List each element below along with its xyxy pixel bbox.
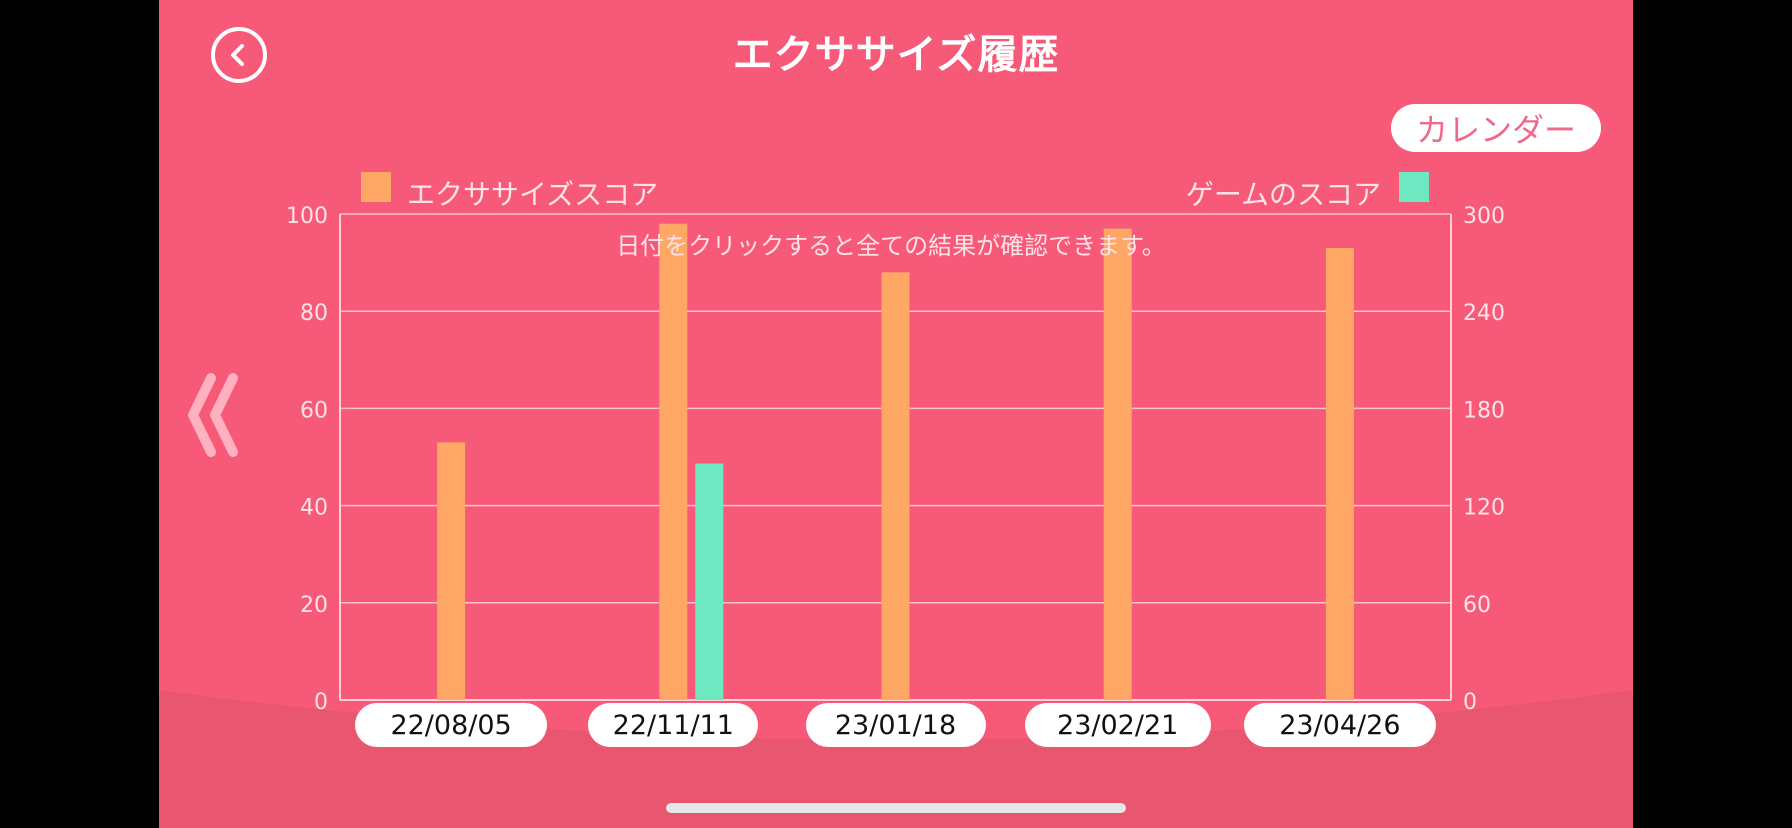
page-title: エクササイズ履歴 [732, 32, 1060, 78]
date-pill[interactable]: 23/01/18 [805, 703, 986, 747]
right-tick-label: 60 [1463, 593, 1491, 618]
left-tick-label: 20 [300, 593, 328, 618]
right-tick-label: 0 [1463, 690, 1477, 715]
legend-swatch-game [1399, 172, 1429, 202]
left-tick-label: 80 [300, 301, 328, 326]
bars [437, 223, 1354, 700]
score-chart: 0 0 20 60 40 120 60 180 80 240 100 300 エクササイズスコア ゲー… [286, 172, 1505, 715]
axis-labels: 0 0 20 60 40 120 60 180 80 240 100 300 [286, 204, 1505, 715]
bar-exercise-score[interactable] [1325, 248, 1354, 700]
right-tick-label: 180 [1463, 398, 1505, 423]
calendar-button[interactable]: カレンダー [1391, 104, 1601, 152]
chevron-left-icon [231, 44, 244, 66]
left-tick-label: 40 [300, 496, 328, 521]
left-tick-label: 100 [286, 204, 328, 229]
legend-label-game: ゲームのスコア [1186, 178, 1381, 211]
bar-exercise-score[interactable] [437, 442, 466, 700]
date-pill[interactable]: 23/04/26 [1243, 703, 1436, 747]
date-pill[interactable]: 22/11/11 [588, 703, 759, 747]
app-screen: エクササイズ履歴 カレンダー 0 0 20 60 40 120 60 180 80 240 100 3… [159, 0, 1633, 828]
legend-swatch-exercise [361, 172, 391, 202]
date-pill[interactable]: 23/02/21 [1024, 703, 1211, 747]
left-tick-label: 60 [300, 398, 328, 423]
date-pill[interactable]: 22/08/05 [355, 703, 548, 747]
bar-game-score[interactable] [695, 463, 724, 700]
right-tick-label: 300 [1463, 204, 1505, 229]
bar-exercise-score[interactable] [659, 223, 688, 700]
background-wave [159, 690, 1633, 828]
home-indicator [666, 803, 1126, 813]
previous-page-button[interactable] [185, 372, 245, 458]
right-tick-label: 240 [1463, 301, 1505, 326]
legend: エクササイズスコア ゲームのスコア [361, 172, 1429, 211]
chart-hint: 日付をクリックすると全ての結果が確認できます。 [616, 232, 1166, 260]
legend-label-exercise: エクササイズスコア [407, 178, 658, 211]
bar-exercise-score[interactable] [1103, 228, 1132, 700]
back-button[interactable] [211, 27, 267, 83]
left-tick-label: 0 [314, 690, 328, 715]
right-tick-label: 120 [1463, 496, 1505, 521]
bar-exercise-score[interactable] [881, 272, 910, 700]
double-chevron-left-icon [188, 373, 238, 457]
